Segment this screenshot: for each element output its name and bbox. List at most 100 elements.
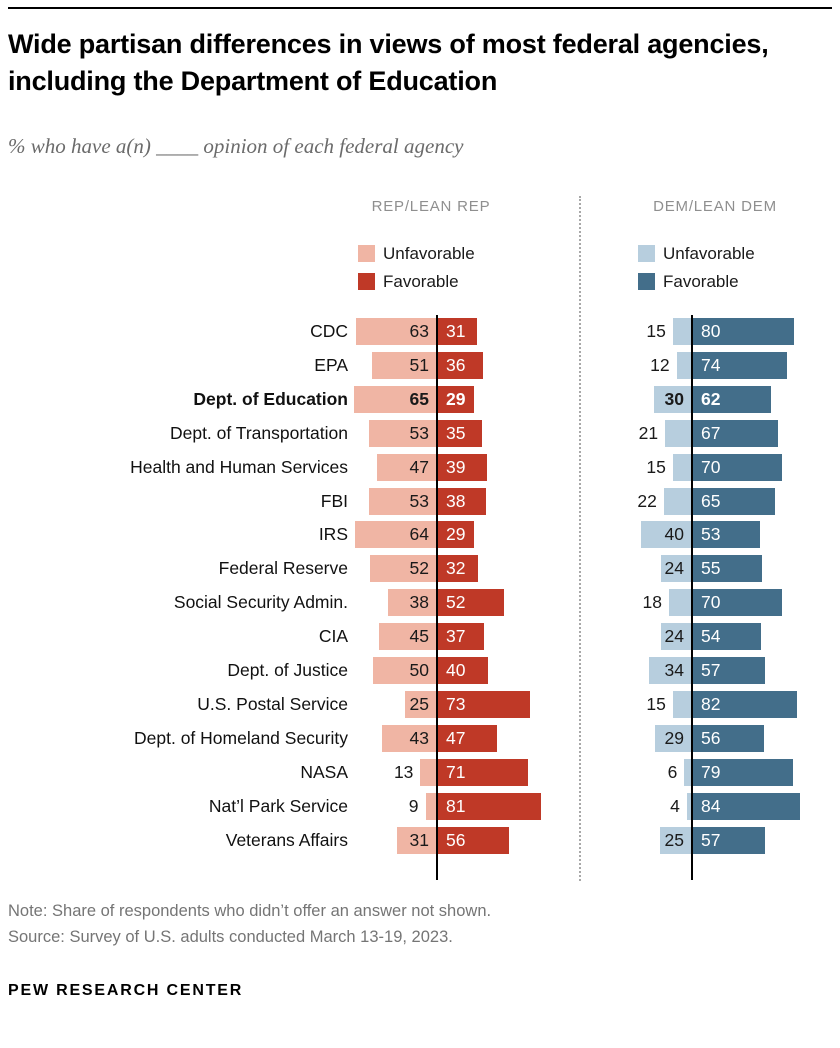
value-label-dem-unfavorable: 4 xyxy=(670,795,680,816)
category-label: NASA xyxy=(300,761,348,782)
bar-dem-unfavorable xyxy=(672,690,692,718)
legend-swatch-dem-favorable xyxy=(638,273,655,290)
value-label-rep-unfavorable: 9 xyxy=(408,795,419,816)
bar-dem-unfavorable xyxy=(653,385,692,413)
bar-rep-favorable xyxy=(437,385,475,413)
value-label-rep-unfavorable: 47 xyxy=(409,456,429,477)
bar-rep-unfavorable xyxy=(379,623,437,651)
bar-dem-unfavorable xyxy=(654,724,692,752)
axis-line-rep xyxy=(436,315,438,880)
value-label-rep-favorable: 71 xyxy=(446,761,466,782)
category-label: Federal Reserve xyxy=(218,558,348,579)
bar-dem-favorable xyxy=(692,351,787,379)
value-label-rep-favorable: 32 xyxy=(446,558,466,579)
value-label-dem-unfavorable: 40 xyxy=(664,524,684,545)
bar-dem-unfavorable xyxy=(648,657,692,684)
bar-rep-unfavorable xyxy=(425,792,437,820)
value-label-rep-favorable: 36 xyxy=(446,354,466,375)
bar-dem-favorable xyxy=(692,487,776,515)
category-label: Dept. of Transportation xyxy=(169,422,348,443)
value-label-dem-unfavorable: 15 xyxy=(646,321,666,341)
value-label-rep-favorable: 81 xyxy=(446,795,466,816)
bar-dem-favorable xyxy=(692,623,762,651)
bar-rep-favorable xyxy=(437,690,531,718)
axis-line-dem xyxy=(691,315,693,880)
value-label-dem-favorable: 57 xyxy=(701,660,721,680)
category-label: Dept. of Education xyxy=(193,388,348,409)
category-label: U.S. Postal Service xyxy=(197,693,348,714)
value-label-rep-unfavorable: 13 xyxy=(393,761,414,782)
category-label: Veterans Affairs xyxy=(225,829,348,850)
value-label-dem-unfavorable: 22 xyxy=(637,490,657,511)
category-label: IRS xyxy=(318,524,348,545)
value-label-dem-unfavorable: 6 xyxy=(667,761,678,782)
bar-dem-favorable xyxy=(692,724,764,752)
value-label-dem-unfavorable: 29 xyxy=(664,727,684,748)
category-label: Nat’l Park Service xyxy=(208,795,348,816)
bar-rep-favorable xyxy=(437,555,478,583)
bar-dem-unfavorable xyxy=(663,487,692,515)
bar-rep-favorable xyxy=(437,419,482,447)
bar-dem-unfavorable xyxy=(676,351,692,379)
value-label-dem-favorable: 57 xyxy=(701,829,721,850)
category-label: FBI xyxy=(320,490,348,511)
value-label-rep-unfavorable: 50 xyxy=(409,660,429,680)
value-label-dem-favorable: 53 xyxy=(701,524,721,545)
value-label-rep-unfavorable: 64 xyxy=(409,524,429,545)
bar-rep-unfavorable xyxy=(369,487,437,515)
bar-dem-unfavorable xyxy=(684,758,692,786)
value-label-dem-unfavorable: 21 xyxy=(638,422,659,443)
value-label-dem-unfavorable: 15 xyxy=(646,693,666,714)
value-label-rep-favorable: 47 xyxy=(446,727,466,748)
value-label-rep-unfavorable: 63 xyxy=(409,321,429,341)
bar-dem-unfavorable xyxy=(672,318,692,345)
bar-rep-favorable xyxy=(437,521,475,549)
bar-rep-favorable xyxy=(437,724,498,752)
category-label: Dept. of Justice xyxy=(227,660,348,680)
value-label-dem-favorable: 84 xyxy=(701,795,721,816)
top-rule xyxy=(8,7,832,9)
bar-dem-unfavorable xyxy=(661,555,692,583)
bar-rep-unfavorable xyxy=(420,758,437,786)
bar-rep-unfavorable xyxy=(355,521,437,549)
value-label-rep-unfavorable: 51 xyxy=(409,354,429,375)
category-label: Dept. of Homeland Security xyxy=(134,727,348,748)
value-label-rep-unfavorable: 45 xyxy=(409,626,429,647)
bar-dem-favorable xyxy=(692,521,760,549)
bar-rep-favorable xyxy=(437,826,509,854)
value-label-dem-favorable: 70 xyxy=(701,592,721,613)
value-label-rep-unfavorable: 25 xyxy=(409,693,429,714)
value-label-dem-favorable: 80 xyxy=(701,321,721,341)
value-label-rep-unfavorable: 38 xyxy=(409,592,429,613)
bar-dem-favorable xyxy=(692,792,800,820)
bar-dem-unfavorable xyxy=(672,453,692,481)
legend-swatch-rep-unfavorable xyxy=(358,245,375,262)
chart-note: Note: Share of respondents who didn’t of… xyxy=(8,902,492,920)
value-label-dem-favorable: 65 xyxy=(701,490,721,511)
bar-rep-favorable xyxy=(437,758,528,786)
bar-rep-favorable xyxy=(437,623,485,651)
bar-rep-favorable xyxy=(437,351,484,379)
value-label-dem-unfavorable: 12 xyxy=(650,354,670,375)
value-label-dem-unfavorable: 34 xyxy=(664,660,684,680)
bar-dem-favorable xyxy=(692,318,795,345)
bar-rep-unfavorable xyxy=(353,385,437,413)
value-label-dem-unfavorable: 15 xyxy=(646,456,666,477)
bar-rep-favorable xyxy=(437,589,504,617)
value-label-rep-favorable: 37 xyxy=(446,626,466,647)
bar-dem-favorable xyxy=(692,657,765,684)
value-label-rep-favorable: 40 xyxy=(446,660,466,680)
bar-dem-favorable xyxy=(692,385,772,413)
value-label-dem-favorable: 82 xyxy=(701,693,721,714)
value-label-dem-unfavorable: 18 xyxy=(642,592,662,613)
legend-label-dem-unfavorable: Unfavorable xyxy=(663,244,755,263)
panel-divider xyxy=(579,196,581,881)
value-label-rep-favorable: 38 xyxy=(446,490,466,511)
value-label-dem-favorable: 55 xyxy=(701,558,721,579)
bar-rep-unfavorable xyxy=(369,419,437,447)
bar-dem-unfavorable xyxy=(661,623,692,651)
value-label-rep-unfavorable: 52 xyxy=(409,558,429,579)
category-label: EPA xyxy=(314,354,348,375)
value-label-rep-favorable: 35 xyxy=(446,422,466,443)
chart-subtitle: % who have a(n) ____ opinion of each fed… xyxy=(8,134,464,158)
